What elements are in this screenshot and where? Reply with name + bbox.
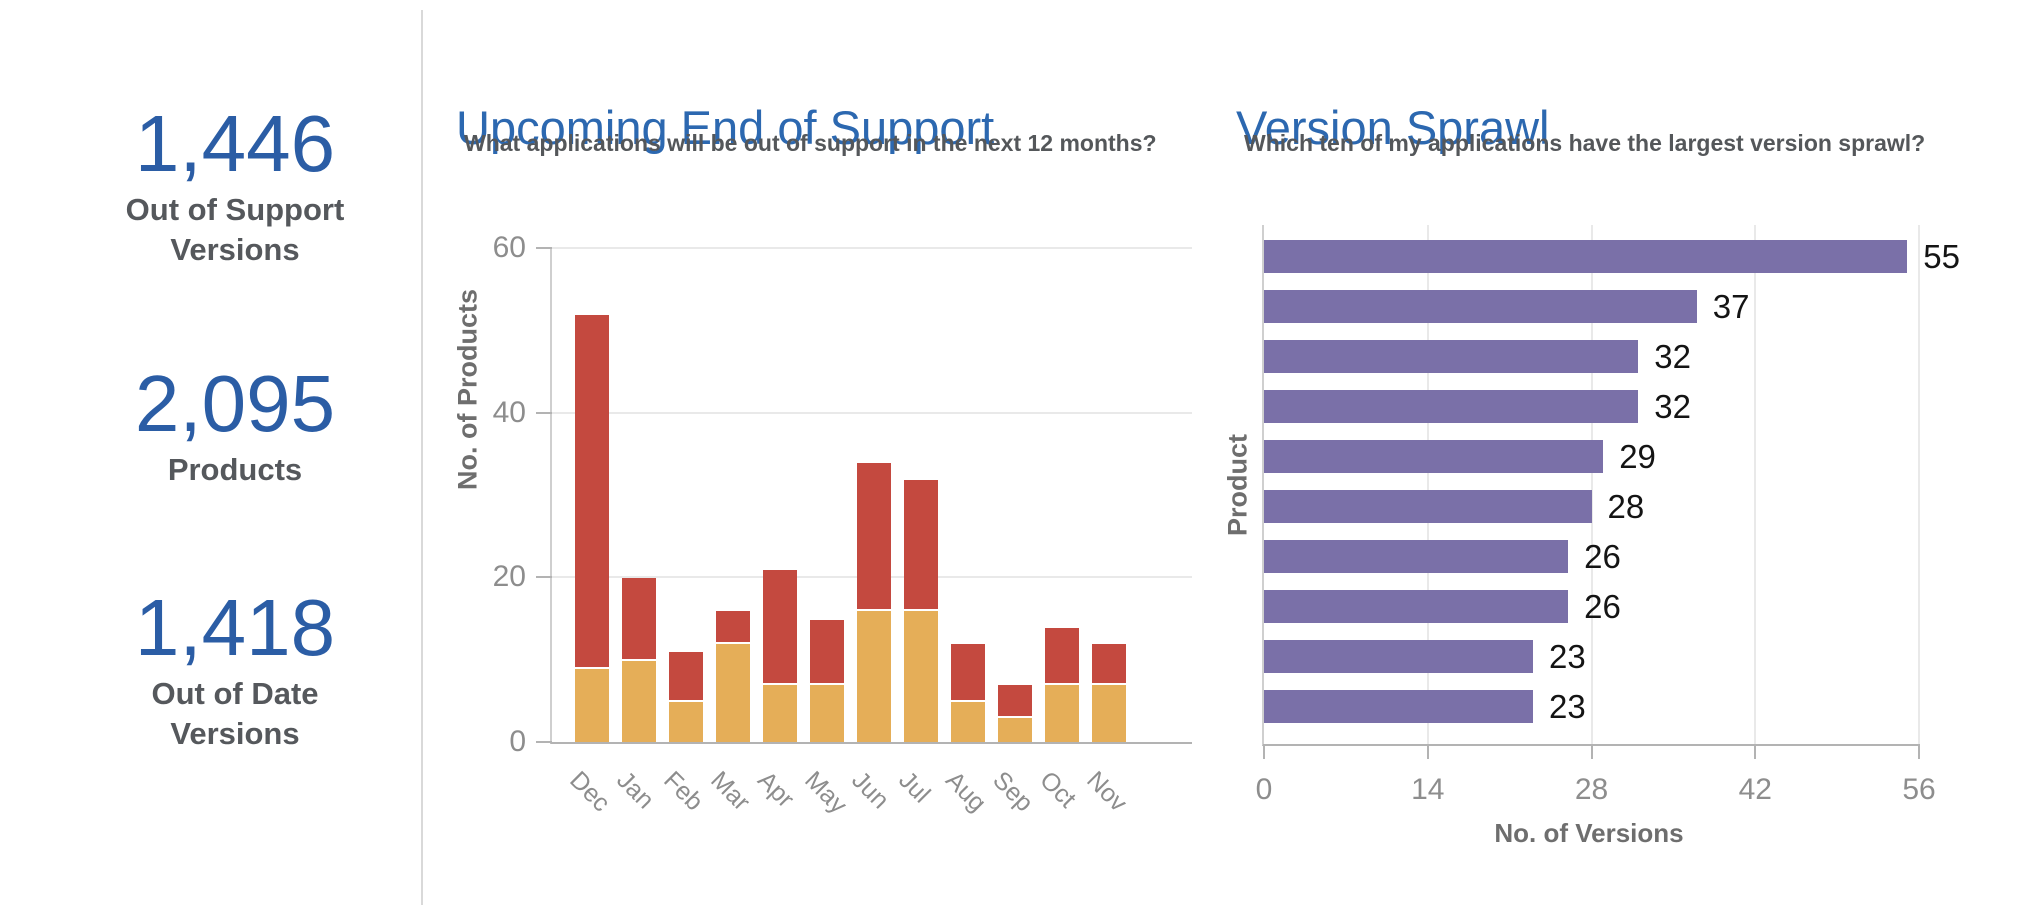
bar-value-label: 32	[1654, 388, 1691, 425]
kpi-out-of-date-versions[interactable]: 1,418 Out of Date Versions	[35, 588, 435, 754]
chart-subtitle: What applications will be out of support…	[464, 130, 1157, 156]
sprawl-bar[interactable]	[1264, 240, 1908, 273]
gridline	[552, 411, 1192, 414]
stack-segment-top[interactable]	[1045, 627, 1079, 684]
gridline	[1590, 225, 1593, 744]
tick-mark	[1590, 744, 1593, 759]
stack-segment-bottom[interactable]	[951, 701, 985, 742]
x-tick-label: Jan	[611, 766, 660, 815]
stack-segment-top[interactable]	[716, 611, 750, 643]
stack-segment-bottom[interactable]	[763, 685, 797, 742]
bar-value-label: 29	[1619, 438, 1656, 475]
stack-segment-bottom[interactable]	[904, 611, 938, 742]
y-tick-label: 0	[509, 725, 526, 758]
stack-segment-bottom[interactable]	[998, 718, 1032, 742]
tick-mark	[536, 247, 552, 250]
stack-segment-top[interactable]	[763, 570, 797, 684]
x-tick-label: Jun	[846, 766, 895, 815]
sprawl-bar[interactable]	[1264, 290, 1697, 323]
tick-mark	[1754, 744, 1757, 759]
bar-value-label: 26	[1584, 538, 1621, 575]
sprawl-bar[interactable]	[1264, 590, 1569, 623]
kpi-label: Out of Date Versions	[151, 676, 319, 751]
y-tick-label: 60	[492, 231, 526, 264]
stack-segment-top[interactable]	[622, 578, 656, 659]
stack-segment-top[interactable]	[810, 619, 844, 684]
stack-segment-top[interactable]	[951, 644, 985, 700]
sprawl-bar[interactable]	[1264, 540, 1569, 573]
chart-title-upcoming-end-of-support: Upcoming End of Support	[456, 101, 995, 154]
sprawl-bar[interactable]	[1264, 340, 1639, 373]
x-tick-label: 56	[1902, 773, 1936, 806]
bar-value-label: 23	[1549, 688, 1586, 725]
kpi-value: 2,095	[134, 359, 336, 448]
stack-segment-bottom[interactable]	[810, 685, 844, 742]
y-tick-label: 20	[492, 560, 526, 594]
bar-value-label: 26	[1584, 588, 1621, 625]
tick-mark	[536, 576, 552, 579]
bar-value-label: 55	[1923, 238, 1961, 275]
x-tick-label: 0	[1255, 773, 1273, 806]
bar-value-label: 32	[1654, 338, 1691, 375]
bar-value-label: 28	[1607, 488, 1645, 525]
bar-value-label: 23	[1549, 638, 1586, 675]
y-tick-label: 40	[492, 395, 526, 429]
stack-segment-bottom[interactable]	[1045, 685, 1079, 742]
gridline	[1754, 225, 1757, 744]
x-tick-label: Aug	[940, 766, 992, 818]
gridline	[1426, 225, 1429, 744]
bar-value-label: 37	[1712, 288, 1750, 325]
gridline	[552, 247, 1192, 250]
stack-segment-top[interactable]	[904, 479, 938, 610]
stack-segment-top[interactable]	[669, 652, 703, 700]
x-tick-label: Nov	[1081, 766, 1133, 818]
x-tick-label: May	[799, 766, 853, 820]
stack-segment-bottom[interactable]	[716, 644, 750, 742]
stack-segment-bottom[interactable]	[857, 611, 891, 742]
stack-segment-top[interactable]	[575, 314, 609, 667]
tick-mark	[1263, 744, 1265, 759]
stack-segment-bottom[interactable]	[622, 660, 656, 742]
x-axis-title: No. of Versions	[1494, 818, 1684, 848]
stack-segment-bottom[interactable]	[669, 701, 703, 742]
x-tick-label: 14	[1411, 773, 1445, 806]
sprawl-bar-plot: 0 14 28 42 56 55 37 32 32 29 28 26 26 23 23	[1256, 225, 1960, 806]
tick-mark	[536, 411, 552, 414]
sprawl-bar[interactable]	[1264, 690, 1534, 723]
stack-segment-top[interactable]	[857, 463, 891, 610]
tick-mark	[1426, 744, 1429, 759]
x-tick-label: Oct	[1034, 766, 1082, 814]
stacked-bar-plot: 0 20 40 60 Dec Jan Feb Mar Apr May Jun Jul Aug Sep Oct…	[493, 233, 1192, 819]
sprawl-bar[interactable]	[1264, 440, 1604, 473]
x-tick-label: Mar	[705, 766, 756, 817]
kpi-value: 1,446	[134, 99, 336, 188]
kpi-label: Products	[167, 452, 303, 487]
gridline	[1918, 225, 1920, 744]
x-tick-label: Jul	[893, 766, 936, 809]
x-tick-label: Apr	[752, 766, 800, 814]
kpi-value: 1,418	[134, 583, 336, 672]
x-tick-label: 28	[1574, 773, 1609, 806]
tick-mark	[536, 741, 552, 743]
sprawl-bar[interactable]	[1264, 390, 1639, 423]
tick-mark	[1918, 744, 1920, 759]
stack-segment-top[interactable]	[1092, 644, 1126, 684]
panel-divider	[421, 10, 423, 905]
kpi-label: Out of Support Versions	[125, 192, 345, 267]
stack-segment-bottom[interactable]	[575, 668, 609, 742]
kpi-out-of-support-versions[interactable]: 1,446 Out of Support Versions	[35, 104, 435, 270]
stack-segment-bottom[interactable]	[1092, 685, 1126, 742]
x-tick-label: Dec	[564, 766, 616, 818]
sprawl-bar[interactable]	[1264, 490, 1592, 523]
x-tick-label: Sep	[987, 766, 1039, 818]
chart-title-version-sprawl: Version Sprawl	[1236, 101, 1550, 154]
x-tick-label: 42	[1738, 773, 1772, 806]
kpi-products[interactable]: 2,095 Products	[35, 364, 435, 490]
y-axis-title: Product	[1222, 433, 1253, 536]
stack-segment-top[interactable]	[998, 685, 1032, 717]
sprawl-bar[interactable]	[1264, 640, 1534, 673]
chart-subtitle: Which ten of my applications have the la…	[1244, 130, 1926, 156]
x-tick-label: Feb	[658, 766, 709, 817]
